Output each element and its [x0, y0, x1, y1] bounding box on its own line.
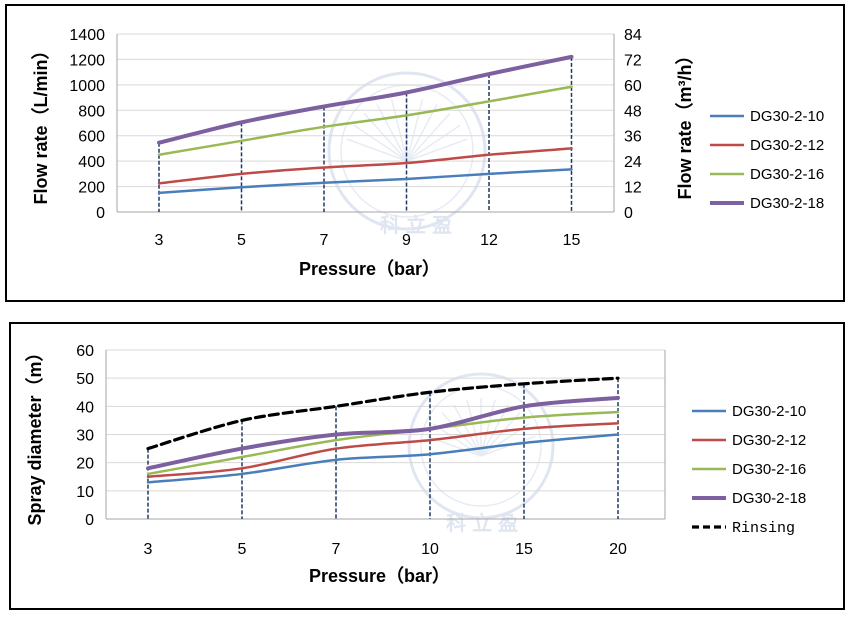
legend-label: DG30-2-16 [732, 461, 806, 478]
watermark-ray [406, 98, 424, 162]
watermark-ray [480, 435, 536, 457]
watermark-text: 科立盈 [380, 213, 458, 237]
y-tick-label: 10 [76, 484, 94, 501]
flow-rate-chart: 科立盈 0 200 400 600 800 1000 1200 1400 0 12 24 36 48 60 7… [31, 27, 824, 279]
y-right-tick-label: 72 [624, 52, 642, 69]
x-tick-label: 3 [155, 232, 164, 249]
y-tick-label: 20 [76, 456, 94, 473]
watermark-ray [406, 138, 468, 162]
series-line-dg30-2-10 [146, 433, 620, 484]
y-tick-label: 60 [76, 343, 94, 360]
watermark-ray [353, 124, 408, 162]
x-axis-title: Pressure（bar） [309, 566, 450, 586]
legend-label: DG30-2-18 [750, 195, 824, 212]
watermark-ray [406, 104, 438, 162]
x-tick-label: 3 [144, 541, 153, 558]
watermark-ray [406, 112, 451, 162]
watermark-ray [432, 422, 482, 457]
y-tick-label: 600 [78, 129, 105, 146]
y-right-tick-label: 84 [624, 27, 642, 44]
legend-label: DG30-2-18 [732, 490, 806, 507]
y-tick-label: 0 [96, 205, 105, 222]
y-right-tick-label: 24 [624, 154, 642, 171]
x-tick-label: 5 [238, 541, 247, 558]
series-line-dg30-2-10 [157, 168, 573, 195]
x-tick-label: 15 [563, 232, 581, 249]
x-axis-title: Pressure（bar） [299, 259, 440, 279]
y-tick-label: 0 [85, 512, 94, 529]
y-right-tick-label: 12 [624, 180, 642, 197]
watermark-ring [327, 71, 487, 231]
watermark-logo: 科立盈 [327, 71, 487, 237]
y-right-tick-label: 0 [624, 205, 633, 222]
spray-diameter-chart-panel: 科立盈 0 10 20 30 40 50 60 3 5 7 10 15 20 Pressure（bar） Sp… [9, 322, 845, 610]
y-tick-label: 200 [78, 180, 105, 197]
watermark-ray [480, 399, 496, 457]
series-line-dg30-2-18 [157, 54, 574, 145]
watermark-text: 科立盈 [446, 511, 524, 535]
y-tick-label: 1400 [69, 27, 105, 44]
series-line-dg30-2-18 [146, 395, 620, 471]
x-tick-label: 7 [320, 232, 329, 249]
x-tick-label: 10 [421, 541, 439, 558]
y-axis-title: Flow rate（L/min） [31, 41, 51, 204]
y-tick-label: 800 [78, 103, 105, 120]
y-tick-label: 1200 [69, 52, 105, 69]
legend-label: DG30-2-10 [732, 403, 806, 420]
y-right-tick-label: 36 [624, 129, 642, 146]
x-tick-label: 20 [609, 541, 627, 558]
watermark-ray [406, 124, 461, 162]
legend-label: DG30-2-12 [750, 137, 824, 154]
watermark-ray [346, 138, 408, 162]
legend-label: Rinsing [732, 520, 795, 537]
y-tick-label: 1000 [69, 78, 105, 95]
watermark-ray [376, 104, 408, 162]
spray-diameter-chart: 科立盈 0 10 20 30 40 50 60 3 5 7 10 15 20 Pressure（bar） Sp… [25, 343, 806, 586]
x-tick-label: 15 [515, 541, 533, 558]
legend-label: DG30-2-16 [750, 166, 824, 183]
y-right-axis-title: Flow rate（m³/h） [675, 46, 695, 199]
y-tick-label: 400 [78, 154, 105, 171]
series-line-dg30-2-16 [157, 85, 573, 157]
x-tick-label: 12 [480, 232, 498, 249]
flow-rate-chart-panel: 科立盈 0 200 400 600 800 1000 1200 1400 0 12 24 36 48 60 7… [5, 4, 845, 302]
watermark-ray [453, 404, 482, 457]
series-line-rinsing [146, 376, 620, 451]
x-tick-label: 7 [332, 541, 341, 558]
y-axis-title: Spray diameter（m） [25, 343, 45, 525]
y-tick-label: 30 [76, 428, 94, 445]
legend-label: DG30-2-10 [750, 108, 824, 125]
y-tick-label: 50 [76, 371, 94, 388]
watermark-ring [407, 372, 555, 520]
y-right-tick-label: 48 [624, 103, 642, 120]
y-right-tick-label: 60 [624, 78, 642, 95]
series-line-dg30-2-12 [157, 147, 573, 185]
x-tick-label: 5 [237, 232, 246, 249]
watermark-ray [390, 98, 408, 162]
series-line-dg30-2-12 [146, 421, 620, 478]
x-tick-label: 9 [402, 232, 411, 249]
y-tick-label: 40 [76, 399, 94, 416]
legend-label: DG30-2-12 [732, 432, 806, 449]
watermark-ray [466, 399, 482, 457]
